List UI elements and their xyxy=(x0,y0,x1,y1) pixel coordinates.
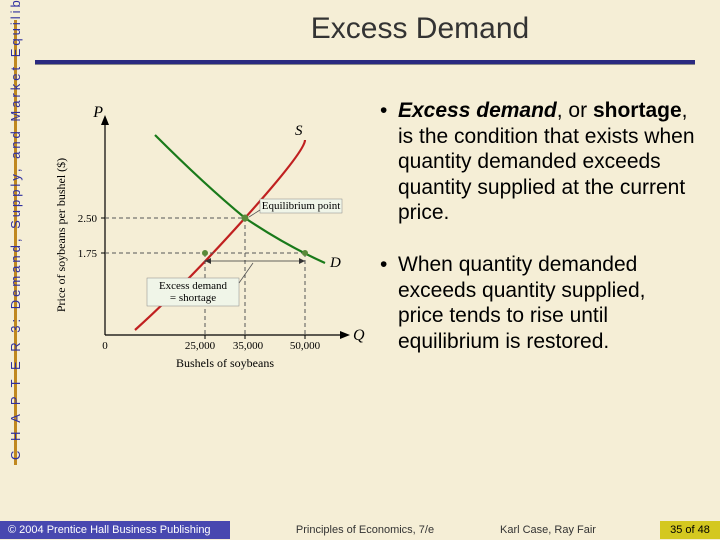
demand-label: D xyxy=(329,255,341,271)
xtick-3: 50,000 xyxy=(290,340,321,352)
qd-point xyxy=(302,250,308,256)
xtick-1: 25,000 xyxy=(185,340,216,352)
xtick-2: 35,000 xyxy=(233,340,264,352)
bullet-list: Excess demand, or shortage, is the condi… xyxy=(380,98,695,380)
axis-p-label: P xyxy=(92,105,103,121)
eq-annot-text: Equilibrium point xyxy=(262,200,341,212)
ytick-2: 2.50 xyxy=(78,213,98,225)
ytick-1: 1.75 xyxy=(78,248,98,260)
page-title: Excess Demand xyxy=(160,12,680,46)
qs-point xyxy=(202,250,208,256)
bullet-1: Excess demand, or shortage, is the condi… xyxy=(380,98,695,226)
content-area: P Q 1.75 2.50 0 25,000 35,000 50,000 Bus… xyxy=(35,80,695,495)
footer-copyright: © 2004 Prentice Hall Business Publishing xyxy=(0,521,230,539)
supply-label: S xyxy=(295,123,303,139)
footer-authors: Karl Case, Ray Fair xyxy=(500,524,660,536)
y-axis-label: Price of soybeans per bushel ($) xyxy=(54,158,68,312)
chapter-label: C H A P T E R 3: Demand, Supply, and Mar… xyxy=(8,0,23,460)
footer: © 2004 Prentice Hall Business Publishing… xyxy=(0,520,720,540)
bullet-2: When quantity demanded exceeds quantity … xyxy=(380,252,695,354)
title-rule-shadow xyxy=(35,64,695,65)
excess-demand-chart: P Q 1.75 2.50 0 25,000 35,000 50,000 Bus… xyxy=(45,105,365,385)
shortage-annot-2: = shortage xyxy=(170,292,216,304)
axis-q-label: Q xyxy=(353,327,365,344)
equilibrium-point xyxy=(242,215,249,222)
shortage-annot-1: Excess demand xyxy=(159,280,228,292)
x-axis-label: Bushels of soybeans xyxy=(176,356,274,370)
footer-page: 35 of 48 xyxy=(660,521,720,539)
footer-book: Principles of Economics, 7/e xyxy=(230,524,500,536)
xtick-0: 0 xyxy=(102,340,108,352)
